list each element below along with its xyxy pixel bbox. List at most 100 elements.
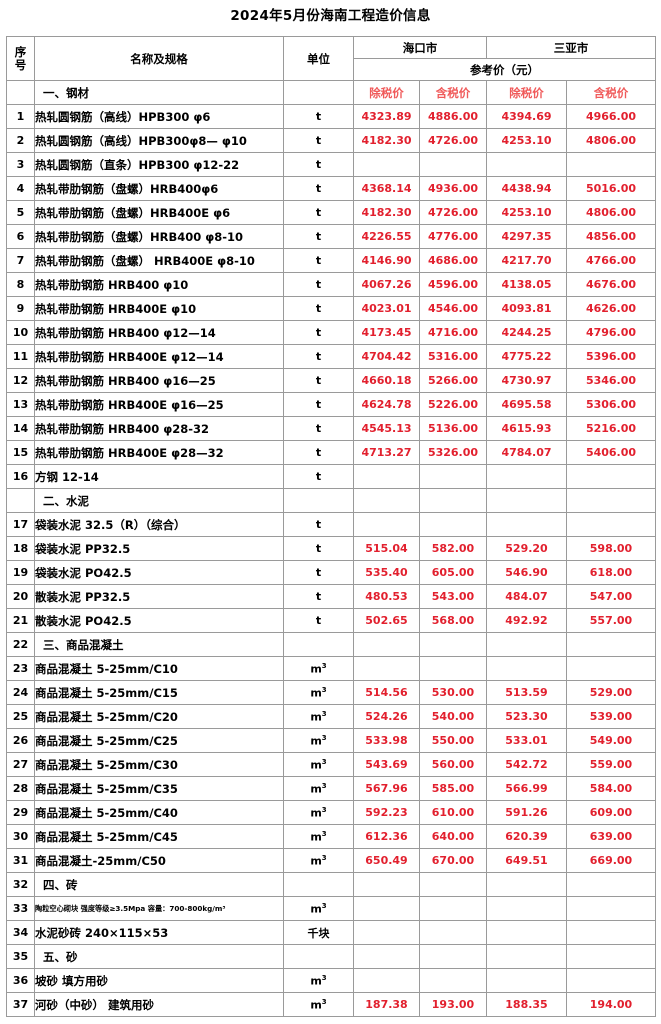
cell-price-haikou-inc <box>419 968 487 993</box>
cell-unit: m3 <box>283 776 354 801</box>
cell-section-title: 一、钢材 <box>34 80 284 105</box>
cell-seq: 25 <box>6 704 35 729</box>
cell-name-spec: 热轧带肋钢筋 HRB400 φ12—14 <box>34 320 284 345</box>
cell-unit: m3 <box>283 680 354 705</box>
cell-name-spec: 商品混凝土 5-25mm/C40 <box>34 800 284 825</box>
cell-seq: 21 <box>6 608 35 633</box>
cell-price-sanya-ex: 188.35 <box>486 992 567 1017</box>
column-header-seq: 序 号 <box>6 36 35 81</box>
cell-unit: m3 <box>283 752 354 777</box>
cell-price-haikou-ex: 592.23 <box>353 800 420 825</box>
cell-price-sanya-ex: 4775.22 <box>486 344 567 369</box>
cell-price-sanya-ex <box>486 632 567 657</box>
cell-unit: t <box>283 224 354 249</box>
cell-name-spec: 热轧带肋钢筋（盘螺） HRB400E φ8-10 <box>34 248 284 273</box>
cell-price-haikou-inc: 193.00 <box>419 992 487 1017</box>
cell-section-title: 五、砂 <box>34 944 284 969</box>
cell-price-sanya-inc <box>566 512 656 537</box>
cell-name-spec: 热轧带肋钢筋 HRB400E φ10 <box>34 296 284 321</box>
cell-seq: 28 <box>6 776 35 801</box>
cell-unit: t <box>283 128 354 153</box>
column-header-name: 名称及规格 <box>34 36 284 81</box>
cell-price-sanya-inc <box>566 968 656 993</box>
table-row: 36 坡砂 填方用砂 m3 <box>6 968 656 993</box>
cell-price-sanya-ex: 4730.97 <box>486 368 567 393</box>
cell-price-haikou-ex <box>353 920 420 945</box>
cell-unit: t <box>283 464 354 489</box>
cell-name-spec: 热轧圆钢筋（高线）HPB300 φ6 <box>34 104 284 129</box>
cell-price-sanya-inc: 5306.00 <box>566 392 656 417</box>
cell-seq: 5 <box>6 200 35 225</box>
table-row: 24 商品混凝土 5-25mm/C15 m3 514.56 530.00 513.59 52… <box>6 680 656 705</box>
cell-seq <box>6 488 35 513</box>
cell-price-haikou-ex: 4545.13 <box>353 416 420 441</box>
cell-price-haikou-ex: 567.96 <box>353 776 420 801</box>
cell-name-spec: 热轧带肋钢筋 HRB400 φ28-32 <box>34 416 284 441</box>
cell-price-sanya-inc <box>566 632 656 657</box>
cell-price-haikou-ex: 515.04 <box>353 536 420 561</box>
cell-price-sanya-inc: 5406.00 <box>566 440 656 465</box>
column-header-reference-price: 参考价（元） <box>353 58 656 81</box>
table-row: 28 商品混凝土 5-25mm/C35 m3 567.96 585.00 566.99 58… <box>6 776 656 801</box>
cell-price-sanya-ex <box>486 944 567 969</box>
cell-price-haikou-inc: 4596.00 <box>419 272 487 297</box>
cell-price-sanya-ex: 542.72 <box>486 752 567 777</box>
cell-seq: 22 <box>6 632 35 657</box>
column-header-unit: 单位 <box>283 36 354 81</box>
cell-price-sanya-ex: 4438.94 <box>486 176 567 201</box>
cell-seq: 24 <box>6 680 35 705</box>
page-title: 2024年5月份海南工程造价信息 <box>230 8 431 24</box>
cell-price-sanya-inc: 584.00 <box>566 776 656 801</box>
cell-price-haikou-ex <box>353 944 420 969</box>
cell-price-sanya-ex: 484.07 <box>486 584 567 609</box>
table-row: 16 方钢 12-14 t <box>6 464 656 489</box>
cell-unit: t <box>283 584 354 609</box>
table-row: 10 热轧带肋钢筋 HRB400 φ12—14 t 4173.45 4716.00 424… <box>6 320 656 345</box>
cell-price-sanya-ex <box>486 920 567 945</box>
cell-seq: 11 <box>6 344 35 369</box>
cell-price-sanya-ex: 533.01 <box>486 728 567 753</box>
cell-seq <box>6 80 35 105</box>
cell-unit: m3 <box>283 704 354 729</box>
cell-unit: t <box>283 104 354 129</box>
subheader-sanya-inc-tax: 含税价 <box>566 80 656 105</box>
cell-seq: 10 <box>6 320 35 345</box>
cell-seq: 8 <box>6 272 35 297</box>
table-row: 34 水泥砂砖 240×115×53 千块 <box>6 920 656 945</box>
cell-price-haikou-ex: 4182.30 <box>353 200 420 225</box>
cell-price-haikou-ex: 4023.01 <box>353 296 420 321</box>
cell-seq: 2 <box>6 128 35 153</box>
cell-name-spec: 热轧带肋钢筋 HRB400E φ12—14 <box>34 344 284 369</box>
cell-seq: 4 <box>6 176 35 201</box>
cell-price-haikou-inc <box>419 464 487 489</box>
cell-price-haikou-inc: 670.00 <box>419 848 487 873</box>
cell-unit <box>283 80 354 105</box>
cell-seq: 17 <box>6 512 35 537</box>
table-row: 31 商品混凝土-25mm/C50 m3 650.49 670.00 649.51 669.… <box>6 848 656 873</box>
cell-price-haikou-ex: 4660.18 <box>353 368 420 393</box>
cell-section-title: 三、商品混凝土 <box>34 632 284 657</box>
cell-name-spec: 水泥砂砖 240×115×53 <box>34 920 284 945</box>
cell-unit: m3 <box>283 968 354 993</box>
cell-unit: t <box>283 344 354 369</box>
cell-unit: t <box>283 152 354 177</box>
cell-price-haikou-inc: 640.00 <box>419 824 487 849</box>
cell-price-sanya-ex <box>486 464 567 489</box>
cell-price-haikou-inc <box>419 872 487 897</box>
cell-name-spec: 热轧带肋钢筋 HRB400 φ10 <box>34 272 284 297</box>
cell-price-sanya-ex <box>486 968 567 993</box>
cell-price-haikou-ex: 187.38 <box>353 992 420 1017</box>
table-row: 23 商品混凝土 5-25mm/C10 m3 <box>6 656 656 681</box>
cell-price-sanya-inc: 4806.00 <box>566 200 656 225</box>
cell-price-haikou-ex: 4624.78 <box>353 392 420 417</box>
cell-name-spec: 袋装水泥 32.5（R）（综合） <box>34 512 284 537</box>
cell-seq: 34 <box>6 920 35 945</box>
cell-price-sanya-inc: 5396.00 <box>566 344 656 369</box>
cell-price-sanya-ex <box>486 152 567 177</box>
cell-price-sanya-ex: 529.20 <box>486 536 567 561</box>
cell-price-sanya-inc: 549.00 <box>566 728 656 753</box>
cell-price-haikou-inc <box>419 896 487 921</box>
cell-price-sanya-inc: 557.00 <box>566 608 656 633</box>
cell-price-sanya-inc: 5016.00 <box>566 176 656 201</box>
cell-price-haikou-ex <box>353 464 420 489</box>
